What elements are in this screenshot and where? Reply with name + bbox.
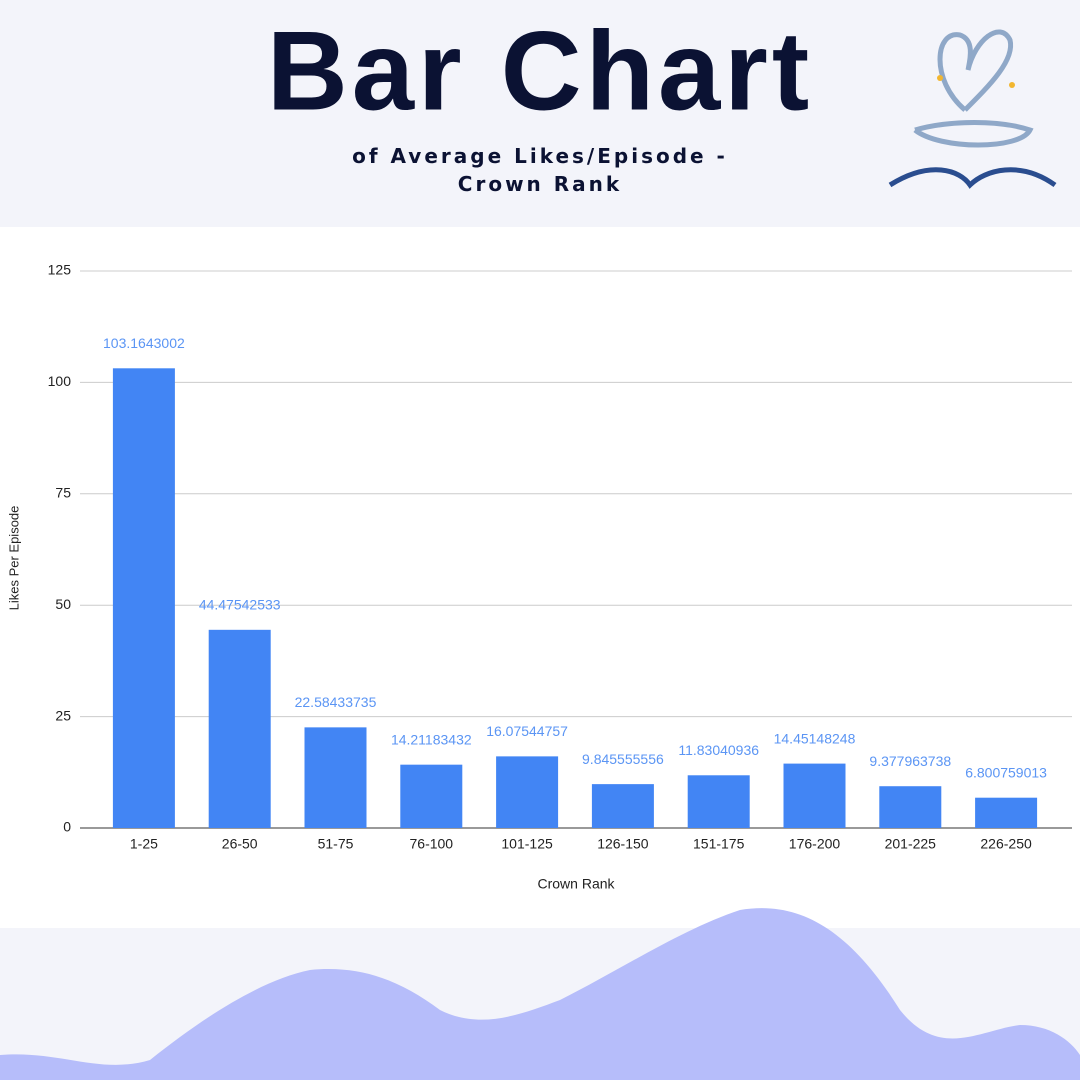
y-tick-label: 0 bbox=[63, 819, 71, 835]
bar bbox=[400, 764, 463, 828]
value-label: 14.21183432 bbox=[391, 731, 472, 747]
y-tick-label: 100 bbox=[48, 373, 72, 389]
y-tick-label: 50 bbox=[55, 596, 71, 612]
x-tick-label: 1-25 bbox=[130, 836, 158, 852]
x-axis-label: Crown Rank bbox=[537, 876, 615, 892]
bar bbox=[304, 727, 367, 828]
y-tick-label: 25 bbox=[55, 707, 71, 723]
bar bbox=[975, 797, 1038, 828]
value-label: 9.845555556 bbox=[582, 751, 664, 767]
value-label: 22.58433735 bbox=[295, 694, 377, 710]
x-tick-label: 76-100 bbox=[410, 836, 454, 852]
x-tick-label: 51-75 bbox=[318, 836, 354, 852]
bar bbox=[496, 756, 559, 828]
x-tick-label: 126-150 bbox=[597, 836, 649, 852]
logo bbox=[888, 29, 1057, 189]
y-axis-label: Likes Per Episode bbox=[6, 506, 21, 611]
bar bbox=[591, 784, 654, 828]
chart-title: Bar Chart bbox=[267, 9, 813, 134]
x-tick-label: 151-175 bbox=[693, 836, 745, 852]
y-tick-label: 75 bbox=[55, 485, 71, 501]
header-band bbox=[0, 0, 1080, 227]
y-tick-label: 125 bbox=[48, 262, 72, 278]
x-tick-label: 226-250 bbox=[980, 836, 1032, 852]
bar bbox=[687, 775, 750, 828]
value-label: 16.07544757 bbox=[486, 723, 568, 739]
x-tick-label: 201-225 bbox=[885, 836, 937, 852]
bar bbox=[208, 629, 271, 828]
value-label: 6.800759013 bbox=[965, 764, 1047, 780]
value-label: 44.47542533 bbox=[199, 597, 281, 613]
wave bbox=[0, 908, 1080, 1080]
x-tick-label: 26-50 bbox=[222, 836, 258, 852]
x-tick-label: 101-125 bbox=[501, 836, 553, 852]
value-label: 11.83040936 bbox=[678, 742, 759, 758]
bar bbox=[783, 763, 846, 828]
bar bbox=[879, 786, 942, 828]
value-label: 103.1643002 bbox=[103, 335, 185, 351]
value-label: 14.45148248 bbox=[774, 730, 856, 746]
x-tick-label: 176-200 bbox=[789, 836, 841, 852]
value-label: 9.377963738 bbox=[869, 753, 951, 769]
chart-subtitle: of Average Likes/Episode - Crown Rank bbox=[352, 144, 728, 196]
bar bbox=[112, 368, 175, 828]
